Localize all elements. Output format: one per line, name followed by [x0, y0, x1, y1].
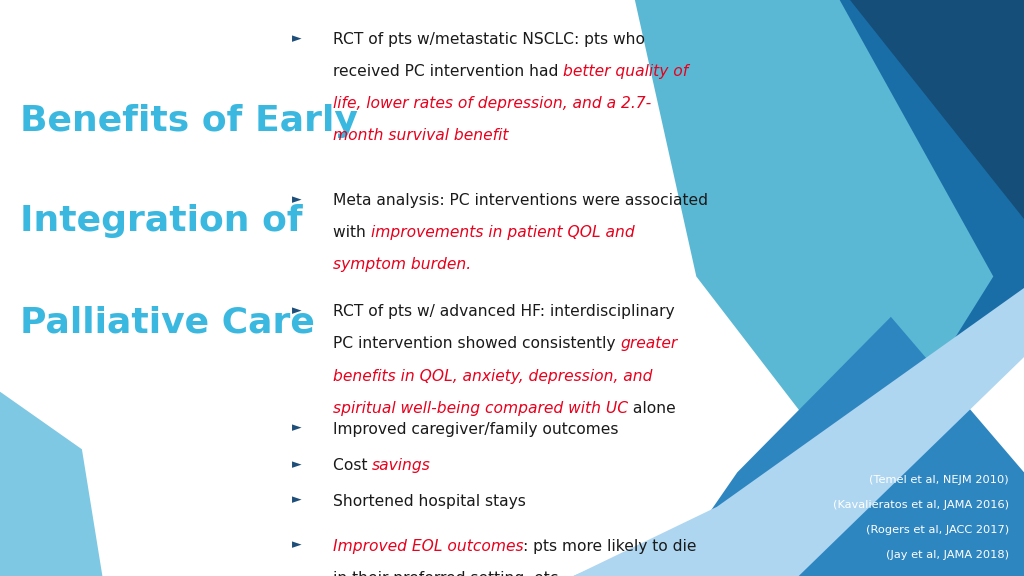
Text: ►: ►: [292, 539, 301, 552]
Text: RCT of pts w/ advanced HF: interdisciplinary: RCT of pts w/ advanced HF: interdiscipli…: [333, 304, 675, 319]
Text: Improved EOL outcomes: Improved EOL outcomes: [333, 539, 523, 554]
Text: ►: ►: [292, 494, 301, 507]
Text: received PC intervention had: received PC intervention had: [333, 64, 563, 79]
Text: Improved caregiver/family outcomes: Improved caregiver/family outcomes: [333, 422, 618, 437]
Text: in their preferred setting, etc.: in their preferred setting, etc.: [333, 571, 563, 576]
Text: spiritual well-being compared with UC: spiritual well-being compared with UC: [333, 401, 628, 416]
Text: Palliative Care: Palliative Care: [20, 305, 315, 339]
Polygon shape: [666, 317, 1024, 576]
Text: Meta analysis: PC interventions were associated: Meta analysis: PC interventions were ass…: [333, 193, 708, 208]
Polygon shape: [850, 0, 1024, 219]
Text: ►: ►: [292, 193, 301, 206]
Text: benefits in QOL, anxiety, depression, and: benefits in QOL, anxiety, depression, an…: [333, 369, 652, 384]
Text: symptom burden.: symptom burden.: [333, 257, 471, 272]
Polygon shape: [0, 392, 102, 576]
Text: ►: ►: [292, 422, 301, 435]
Text: alone: alone: [628, 401, 676, 416]
Text: greater: greater: [621, 336, 678, 351]
Text: Cost: Cost: [333, 458, 372, 473]
Text: Shortened hospital stays: Shortened hospital stays: [333, 494, 525, 509]
Text: month survival benefit: month survival benefit: [333, 128, 508, 143]
Text: (Jay et al, JAMA 2018): (Jay et al, JAMA 2018): [886, 550, 1009, 559]
Text: savings: savings: [372, 458, 431, 473]
Text: improvements in patient QOL and: improvements in patient QOL and: [371, 225, 634, 240]
Text: better quality of: better quality of: [563, 64, 688, 79]
Text: (Temel et al, NEJM 2010): (Temel et al, NEJM 2010): [869, 475, 1009, 485]
Polygon shape: [573, 288, 1024, 576]
Polygon shape: [573, 507, 737, 576]
Text: : pts more likely to die: : pts more likely to die: [523, 539, 697, 554]
Text: life, lower rates of depression, and a 2.7-: life, lower rates of depression, and a 2…: [333, 96, 651, 111]
Text: (Kavalieratos et al, JAMA 2016): (Kavalieratos et al, JAMA 2016): [833, 500, 1009, 510]
Text: RCT of pts w/metastatic NSCLC: pts who: RCT of pts w/metastatic NSCLC: pts who: [333, 32, 645, 47]
Text: Benefits of Early: Benefits of Early: [20, 104, 358, 138]
Text: with: with: [333, 225, 371, 240]
Polygon shape: [635, 0, 993, 490]
Text: PC intervention showed consistently: PC intervention showed consistently: [333, 336, 621, 351]
Text: Integration of: Integration of: [20, 204, 303, 238]
Text: ►: ►: [292, 304, 301, 317]
Polygon shape: [737, 0, 1024, 472]
Text: ►: ►: [292, 32, 301, 45]
Text: ►: ►: [292, 458, 301, 471]
Text: (Rogers et al, JACC 2017): (Rogers et al, JACC 2017): [865, 525, 1009, 535]
